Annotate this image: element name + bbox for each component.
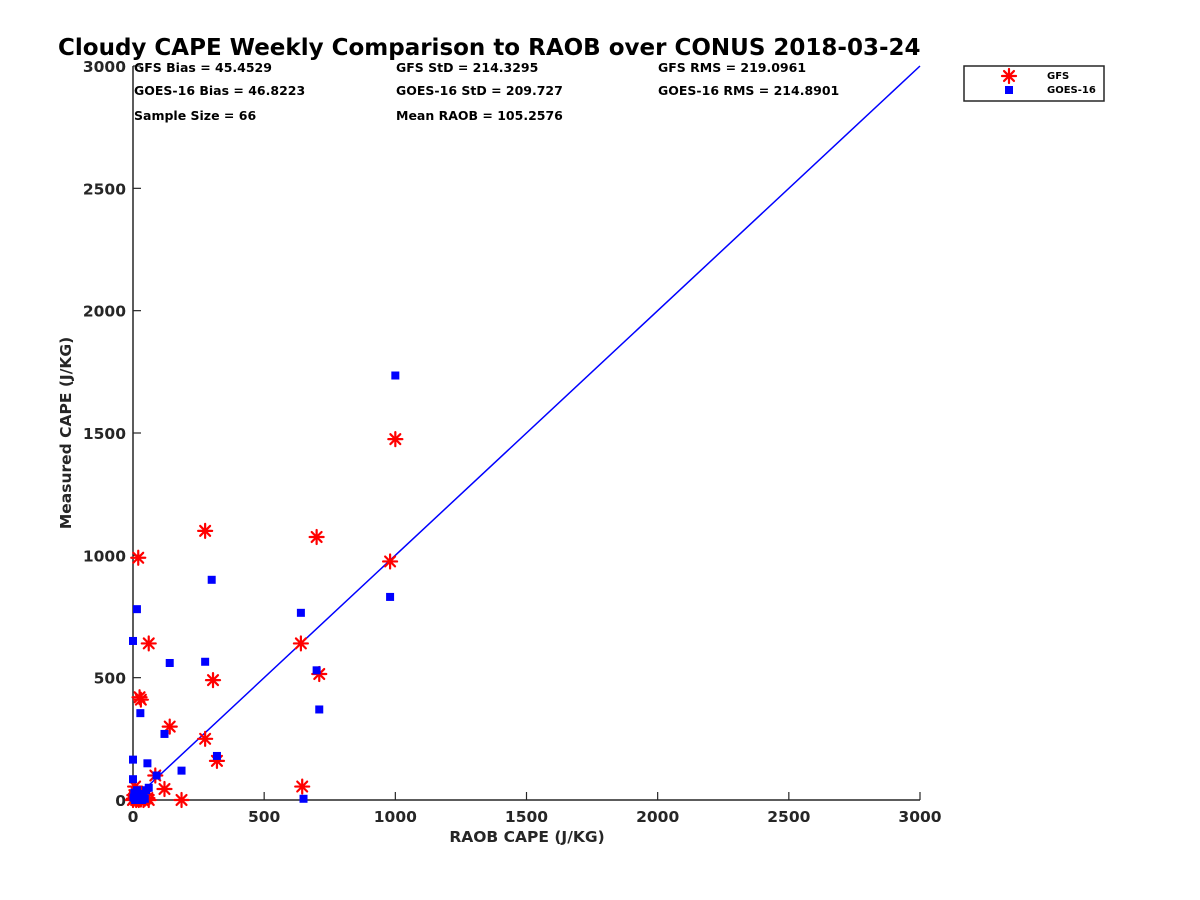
point-goes-16 bbox=[391, 371, 400, 380]
point-goes-16 bbox=[315, 705, 324, 714]
series-goes-16 bbox=[129, 371, 400, 804]
point-goes-16 bbox=[207, 575, 216, 584]
y-ticks: 0 500 1000 1500 2000 2500 3000 bbox=[83, 58, 141, 810]
y-tick-label: 1500 bbox=[83, 425, 126, 443]
point-goes-16 bbox=[201, 657, 210, 666]
x-tick-label: 1000 bbox=[374, 808, 417, 826]
point-gfs bbox=[140, 635, 157, 652]
asterisk-stroke bbox=[389, 433, 402, 446]
x-tick-label: 0 bbox=[128, 808, 139, 826]
point-goes-16 bbox=[132, 605, 141, 614]
legend-gfs-label: GFS bbox=[1047, 71, 1069, 82]
legend-gfs-marker bbox=[1000, 67, 1018, 85]
chart-title: Cloudy CAPE Weekly Comparison to RAOB ov… bbox=[58, 35, 921, 61]
stats-block: GFS Bias = 45.4529 GFS StD = 214.3295 GF… bbox=[134, 60, 839, 123]
point-gfs bbox=[156, 780, 173, 798]
y-tick-label: 1000 bbox=[83, 547, 126, 565]
point-goes-16 bbox=[296, 608, 305, 617]
point-goes-16 bbox=[160, 729, 169, 738]
point-goes-16 bbox=[144, 783, 153, 792]
point-gfs bbox=[292, 635, 309, 652]
y-tick-label: 2000 bbox=[83, 303, 126, 321]
stat-goes-bias: GOES-16 Bias = 46.8223 bbox=[134, 83, 305, 98]
asterisk-stroke bbox=[296, 780, 309, 793]
point-goes-16 bbox=[143, 759, 152, 768]
point-goes-16 bbox=[165, 658, 174, 667]
point-goes-16 bbox=[129, 636, 137, 645]
y-tick-label: 0 bbox=[115, 792, 126, 810]
x-ticks: 0 500 1000 1500 2000 2500 3000 bbox=[128, 792, 942, 826]
asterisk-stroke bbox=[175, 793, 188, 807]
point-gfs bbox=[132, 691, 149, 708]
point-goes-16 bbox=[299, 794, 308, 803]
y-tick-label: 500 bbox=[94, 670, 127, 688]
point-goes-16 bbox=[386, 592, 395, 601]
asterisk-stroke bbox=[206, 674, 220, 687]
y-tick-label: 2500 bbox=[83, 180, 126, 198]
point-goes-16 bbox=[136, 709, 145, 718]
stat-goes-rms: GOES-16 RMS = 214.8901 bbox=[658, 83, 839, 98]
legend-goes-marker bbox=[1005, 86, 1013, 94]
y-tick-label: 3000 bbox=[83, 58, 126, 76]
point-goes-16 bbox=[129, 755, 137, 764]
x-tick-label: 1500 bbox=[505, 808, 548, 826]
stat-sample-size: Sample Size = 66 bbox=[134, 108, 256, 123]
point-gfs bbox=[308, 528, 325, 546]
x-tick-label: 2500 bbox=[767, 808, 810, 826]
point-goes-16 bbox=[129, 775, 137, 784]
asterisk-stroke bbox=[134, 693, 147, 706]
point-gfs bbox=[204, 672, 222, 689]
point-gfs bbox=[197, 522, 214, 539]
x-tick-label: 3000 bbox=[898, 808, 941, 826]
point-gfs bbox=[387, 431, 404, 448]
point-gfs bbox=[161, 718, 178, 735]
x-axis-label: RAOB CAPE (J/KG) bbox=[449, 828, 604, 846]
stat-gfs-rms: GFS RMS = 219.0961 bbox=[658, 60, 806, 75]
asterisk-stroke bbox=[1002, 69, 1016, 83]
asterisk-stroke bbox=[142, 637, 155, 650]
x-tick-label: 500 bbox=[248, 808, 281, 826]
data-points bbox=[124, 371, 404, 809]
point-gfs bbox=[381, 553, 399, 570]
point-goes-16 bbox=[152, 771, 161, 780]
point-goes-16 bbox=[140, 794, 149, 803]
asterisk-stroke bbox=[158, 782, 171, 796]
point-goes-16 bbox=[312, 666, 321, 675]
point-goes-16 bbox=[177, 766, 186, 775]
legend-box bbox=[963, 65, 1105, 102]
x-tick-label: 2000 bbox=[636, 808, 679, 826]
stat-mean-raob: Mean RAOB = 105.2576 bbox=[396, 108, 563, 123]
asterisk-stroke bbox=[199, 732, 212, 745]
point-gfs bbox=[173, 791, 190, 809]
point-gfs bbox=[197, 730, 214, 747]
legend: GFS GOES-16 bbox=[963, 65, 1105, 102]
stat-gfs-bias: GFS Bias = 45.4529 bbox=[134, 60, 272, 75]
point-gfs bbox=[130, 549, 147, 566]
stat-gfs-std: GFS StD = 214.3295 bbox=[396, 60, 538, 75]
stat-goes-std: GOES-16 StD = 209.727 bbox=[396, 83, 563, 98]
legend-gfs-asterisk bbox=[1000, 67, 1018, 85]
asterisk-stroke bbox=[163, 720, 176, 733]
y-axis-label: Measured CAPE (J/KG) bbox=[57, 337, 75, 529]
asterisk-stroke bbox=[310, 530, 323, 544]
asterisk-stroke bbox=[132, 551, 145, 564]
legend-goes-square bbox=[1005, 86, 1013, 94]
asterisk-stroke bbox=[199, 524, 212, 537]
asterisk-stroke bbox=[294, 637, 307, 650]
asterisk-stroke bbox=[384, 555, 397, 568]
point-goes-16 bbox=[212, 751, 221, 760]
one-to-one-line bbox=[132, 65, 921, 801]
point-gfs bbox=[294, 778, 311, 795]
legend-goes-label: GOES-16 bbox=[1047, 85, 1096, 96]
